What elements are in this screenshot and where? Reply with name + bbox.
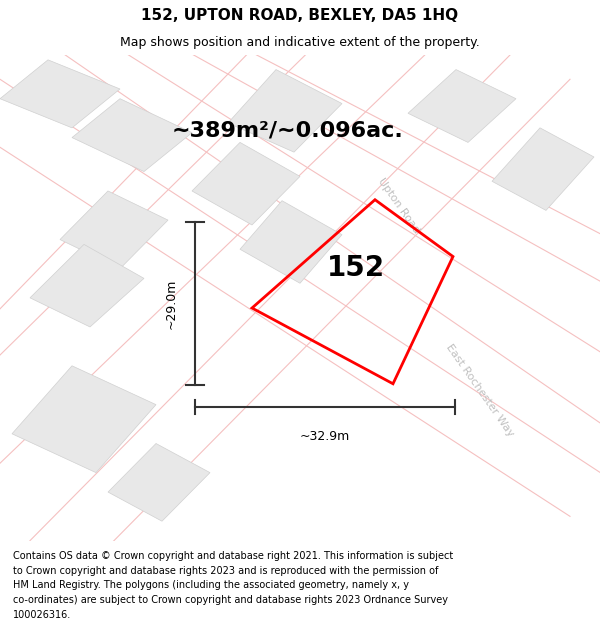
Text: 152: 152 <box>327 254 385 282</box>
Polygon shape <box>408 69 516 142</box>
Polygon shape <box>492 128 594 211</box>
Text: Upton Road: Upton Road <box>376 176 422 235</box>
Polygon shape <box>228 69 342 152</box>
Text: 152, UPTON ROAD, BEXLEY, DA5 1HQ: 152, UPTON ROAD, BEXLEY, DA5 1HQ <box>142 8 458 23</box>
Text: 100026316.: 100026316. <box>13 610 71 620</box>
Text: East Rochester Way: East Rochester Way <box>444 342 516 438</box>
Polygon shape <box>12 366 156 472</box>
Polygon shape <box>192 142 300 225</box>
Text: Map shows position and indicative extent of the property.: Map shows position and indicative extent… <box>120 36 480 49</box>
Polygon shape <box>72 99 192 171</box>
Polygon shape <box>30 244 144 327</box>
Polygon shape <box>60 191 168 269</box>
Text: ~389m²/~0.096ac.: ~389m²/~0.096ac. <box>172 120 404 140</box>
Text: Contains OS data © Crown copyright and database right 2021. This information is : Contains OS data © Crown copyright and d… <box>13 551 454 561</box>
Text: ~32.9m: ~32.9m <box>300 430 350 442</box>
Text: HM Land Registry. The polygons (including the associated geometry, namely x, y: HM Land Registry. The polygons (includin… <box>13 580 409 590</box>
Text: to Crown copyright and database rights 2023 and is reproduced with the permissio: to Crown copyright and database rights 2… <box>13 566 439 576</box>
Text: ~29.0m: ~29.0m <box>164 279 178 329</box>
Polygon shape <box>108 444 210 521</box>
Text: co-ordinates) are subject to Crown copyright and database rights 2023 Ordnance S: co-ordinates) are subject to Crown copyr… <box>13 595 448 605</box>
Polygon shape <box>0 60 120 128</box>
Polygon shape <box>240 201 342 283</box>
